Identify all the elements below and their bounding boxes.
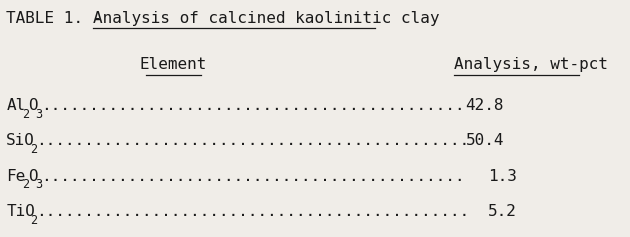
Text: 3: 3 bbox=[36, 108, 43, 121]
Text: 2: 2 bbox=[30, 214, 37, 227]
Text: TABLE 1. -: TABLE 1. - bbox=[6, 11, 112, 26]
Text: ............................................: ........................................… bbox=[42, 98, 465, 113]
Text: O: O bbox=[28, 98, 37, 113]
Text: 5.2: 5.2 bbox=[488, 204, 517, 219]
Text: 1.3: 1.3 bbox=[488, 169, 517, 183]
Text: TiO: TiO bbox=[6, 204, 35, 219]
Text: Analysis, wt-pct: Analysis, wt-pct bbox=[454, 57, 607, 72]
Text: O: O bbox=[28, 169, 37, 183]
Text: .............................................: ........................................… bbox=[36, 204, 469, 219]
Text: Analysis of calcined kaolinitic clay: Analysis of calcined kaolinitic clay bbox=[93, 11, 439, 26]
Text: Element: Element bbox=[140, 57, 207, 72]
Text: 42.8: 42.8 bbox=[466, 98, 504, 113]
Text: SiO: SiO bbox=[6, 133, 35, 148]
Text: 2: 2 bbox=[22, 178, 29, 191]
Text: 2: 2 bbox=[22, 108, 29, 121]
Text: 50.4: 50.4 bbox=[466, 133, 504, 148]
Text: Fe: Fe bbox=[6, 169, 26, 183]
Text: ............................................: ........................................… bbox=[42, 169, 465, 183]
Text: Al: Al bbox=[6, 98, 26, 113]
Text: 2: 2 bbox=[30, 143, 37, 156]
Text: .............................................: ........................................… bbox=[36, 133, 469, 148]
Text: 3: 3 bbox=[36, 178, 43, 191]
